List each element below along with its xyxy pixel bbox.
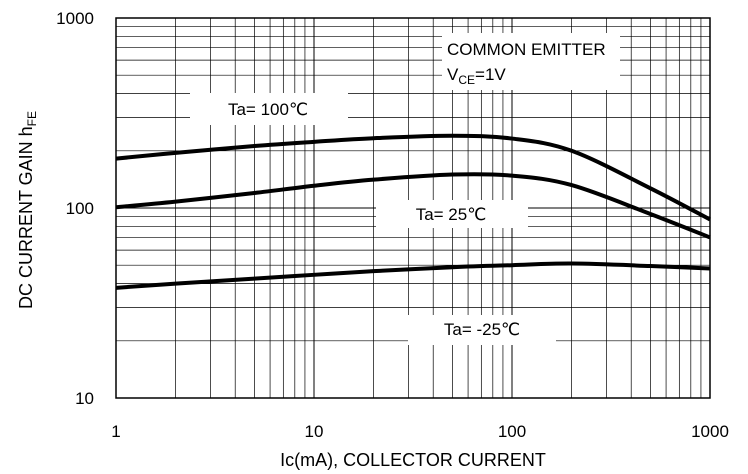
conditions-line-1: COMMON EMITTER bbox=[447, 40, 606, 59]
curve-label-25c: Ta= 25℃ bbox=[376, 200, 528, 228]
conditions-annotation: COMMON EMITTER VCE=1V bbox=[442, 33, 620, 90]
x-tick-label: 1000 bbox=[691, 422, 729, 441]
curve-label-minus25c: Ta= -25℃ bbox=[408, 315, 556, 345]
x-axis-tick-labels: 1 10 100 1000 bbox=[111, 422, 729, 441]
curve-label-minus25c-background bbox=[408, 315, 556, 345]
y-tick-label: 100 bbox=[66, 199, 94, 218]
x-axis-title: Ic(mA), COLLECTOR CURRENT bbox=[280, 450, 546, 470]
curve-label-100c-background bbox=[190, 93, 348, 125]
plot-frame bbox=[115, 17, 711, 399]
series-line-25c bbox=[115, 172, 711, 240]
series-line-minus25c bbox=[115, 261, 711, 290]
y-tick-label: 1000 bbox=[56, 9, 94, 28]
curve-label-100c-text: Ta= 100℃ bbox=[228, 100, 308, 119]
y-axis-tick-labels: 10 100 1000 bbox=[56, 9, 94, 408]
curve-label-minus25c-text: Ta= -25℃ bbox=[444, 320, 520, 339]
y-tick-label: 10 bbox=[75, 389, 94, 408]
conditions-annotation-background bbox=[442, 33, 620, 90]
series-line-100c bbox=[115, 133, 711, 222]
curve-label-25c-background bbox=[376, 200, 528, 228]
x-tick-label: 1 bbox=[111, 422, 120, 441]
curve-label-100c: Ta= 100℃ bbox=[190, 93, 348, 125]
y-axis-title: DC CURRENT GAIN hFE bbox=[16, 111, 39, 309]
series-layer bbox=[115, 133, 711, 290]
curve-label-25c-text: Ta= 25℃ bbox=[416, 205, 487, 224]
x-tick-label: 10 bbox=[305, 422, 324, 441]
x-tick-label: 100 bbox=[498, 422, 526, 441]
conditions-line-2: VCE=1V bbox=[447, 65, 506, 87]
